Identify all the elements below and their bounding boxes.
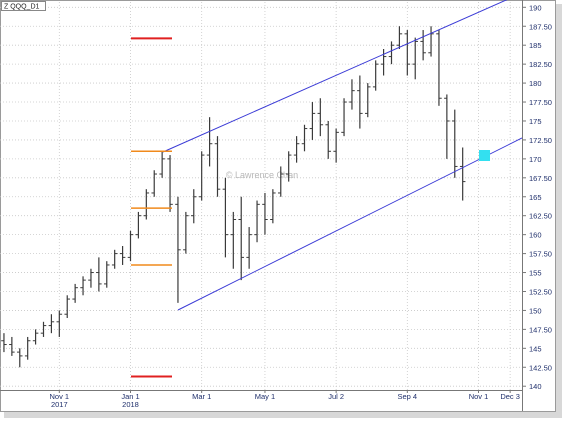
y-tick-label: 167.50 <box>529 174 552 183</box>
y-tick-label: 155 <box>529 269 542 278</box>
y-tick-label: 150 <box>529 306 542 315</box>
y-tick-label: 185 <box>529 41 542 50</box>
y-tick-label: 140 <box>529 382 542 391</box>
frame-shadow <box>4 412 560 418</box>
y-tick-label: 142.50 <box>529 363 552 372</box>
y-tick-label: 170 <box>529 155 542 164</box>
x-tick-label: Jul 2 <box>328 392 345 401</box>
title-box <box>1 1 46 11</box>
x-tick-label: Sep 4 <box>397 392 418 401</box>
y-tick-label: 162.50 <box>529 212 552 221</box>
frame-shadow <box>556 4 562 418</box>
y-tick-label: 180 <box>529 79 542 88</box>
y-axis: 140 142.50 145 147.50 150 152.50 155 157.50 160 1… <box>522 3 552 391</box>
x-tick-label: Mar 1 <box>192 392 212 401</box>
x-tick-label: Nov 1 2017 <box>49 392 70 409</box>
y-tick-label: 182.50 <box>529 60 552 69</box>
price-bars <box>1 26 466 368</box>
price-marker <box>479 150 490 161</box>
frame <box>0 0 556 412</box>
channel-lower <box>177 137 522 311</box>
y-tick-label: 145 <box>529 344 542 353</box>
y-tick-label: 157.50 <box>529 250 552 259</box>
x-tick-label: Jan 1 2018 <box>121 392 140 409</box>
y-tick-label: 160 <box>529 231 542 240</box>
y-tick-label: 175 <box>529 117 542 126</box>
y-tick-label: 147.50 <box>529 325 552 334</box>
y-tick-label: 172.50 <box>529 136 552 145</box>
y-tick-label: 152.50 <box>529 287 552 296</box>
x-tick-label: Nov 1 <box>468 392 489 401</box>
x-tick-label: May 1 <box>254 392 276 401</box>
grid <box>0 2 522 390</box>
x-tick-label: Dec 3 <box>500 392 520 401</box>
annotations <box>131 0 522 378</box>
channel-upper <box>162 0 508 153</box>
watermark: © Lawrence Chan <box>226 170 298 180</box>
y-tick-label: 177.50 <box>529 98 552 107</box>
y-tick-label: 187.50 <box>529 22 552 31</box>
chart-title: Z QQQ_D1 <box>4 4 40 11</box>
y-tick-label: 190 <box>529 3 542 12</box>
y-tick-label: 165 <box>529 193 542 202</box>
